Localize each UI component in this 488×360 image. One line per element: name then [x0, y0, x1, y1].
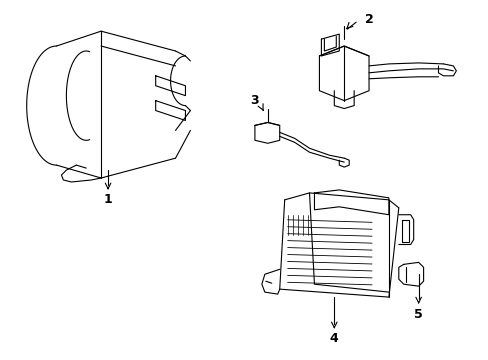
Text: 1: 1	[103, 193, 112, 206]
Text: 4: 4	[329, 332, 338, 345]
Text: 5: 5	[413, 309, 422, 321]
Text: 3: 3	[250, 94, 259, 107]
Text: 2: 2	[364, 13, 373, 26]
